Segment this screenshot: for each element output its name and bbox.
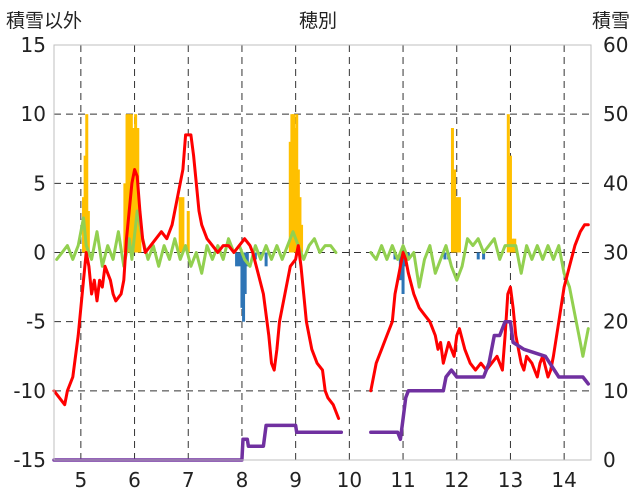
precip-bar [290, 114, 294, 253]
chart-title: 穂別 [299, 10, 337, 32]
precip-bar [245, 252, 249, 267]
precip-bar [450, 128, 454, 253]
precip-bar [243, 252, 247, 294]
left-y-tick-label: 10 [21, 102, 46, 126]
right-y-tick-label: 20 [603, 310, 628, 334]
precip-bar [293, 128, 297, 253]
x-tick-label: 11 [390, 468, 415, 492]
right-y-tick-label: 0 [603, 448, 616, 472]
precip-bar [476, 252, 480, 260]
precip-bar [295, 114, 299, 253]
left-y-tick-label: 15 [21, 33, 46, 57]
precip-bar [457, 197, 461, 253]
precip-bar [235, 252, 239, 267]
x-tick-label: 14 [551, 468, 576, 492]
precip-bar [123, 183, 127, 253]
precip-bar [125, 114, 129, 253]
precip-bar [453, 169, 457, 253]
precip-bar [296, 169, 300, 253]
precip-bar [298, 197, 302, 253]
x-tick-label: 5 [74, 468, 87, 492]
precip-bar [300, 224, 304, 253]
precip-bar [240, 252, 244, 308]
series-line [52, 133, 590, 420]
right-y-tick-label: 30 [603, 241, 628, 265]
precip-bar [134, 114, 138, 253]
plot-frame [53, 44, 592, 461]
left-y-tick-label: -15 [13, 448, 46, 472]
precip-bar [85, 114, 89, 253]
precip-bar [83, 155, 87, 253]
left-y-tick-label: 5 [33, 171, 46, 195]
precip-bar [242, 252, 246, 322]
precip-bar [482, 252, 486, 260]
x-tick-label: 13 [498, 468, 523, 492]
line-series [52, 133, 591, 462]
precip-bar [181, 197, 185, 253]
precip-bar [508, 155, 512, 253]
precip-bar [237, 252, 241, 267]
series-line [55, 209, 590, 358]
x-tick-label: 8 [236, 468, 249, 492]
right-y-tick-label: 50 [603, 102, 628, 126]
right-y-tick-label: 10 [603, 379, 628, 403]
precip-bar [86, 211, 90, 253]
axis-labels: -15 -10 -5 0 5 10 15 0 10 20 30 40 50 60 5 6 7 8 9 10 11 12 13… [13, 33, 628, 492]
precip-bar [443, 252, 447, 260]
precip-bar [455, 197, 459, 253]
precip-bar [506, 114, 510, 253]
precip-bar [401, 252, 405, 294]
x-tick-label: 6 [128, 468, 141, 492]
x-tick-label: 12 [444, 468, 469, 492]
precip-bar [288, 141, 292, 253]
precip-bar [253, 252, 257, 260]
precip-bar [264, 252, 268, 267]
x-tick-label: 7 [182, 468, 195, 492]
x-tick-label: 9 [289, 468, 302, 492]
precip-bar [178, 197, 182, 253]
precip-bar [131, 128, 135, 253]
left-y-tick-label: -10 [13, 379, 46, 403]
precip-bar [292, 114, 295, 253]
left-y-tick-label: -5 [26, 310, 46, 334]
left-axis-title: 積雪以外 [6, 10, 82, 32]
precip-bar [186, 211, 190, 253]
right-y-tick-label: 60 [603, 33, 628, 57]
right-axis-title: 積雪 [592, 10, 630, 32]
left-y-tick-label: 0 [33, 241, 46, 265]
x-tick-label: 10 [337, 468, 362, 492]
precip-bar [127, 114, 131, 253]
right-y-tick-label: 40 [603, 171, 628, 195]
series-line [52, 319, 591, 462]
